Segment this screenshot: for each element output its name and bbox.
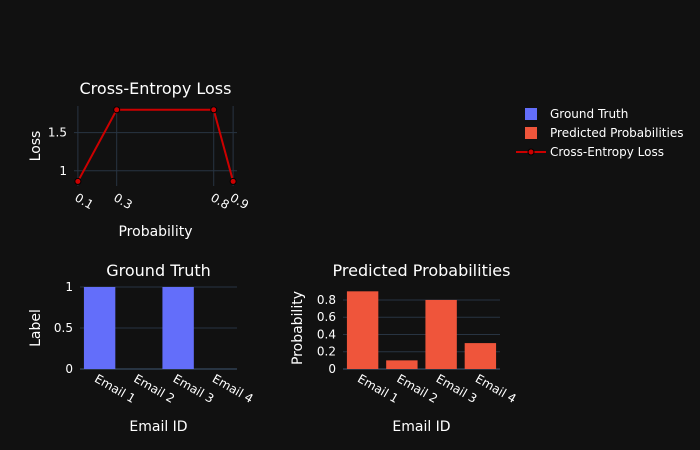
loss-x-axis-title: Probability (118, 224, 192, 240)
loss-x-tick-label: 0.1 (72, 190, 96, 212)
ground-truth-chart-title: Ground Truth (106, 261, 211, 280)
ground-truth-y-axis-title: Label (28, 309, 44, 347)
ground-truth-y-tick-label: 1 (65, 280, 73, 294)
legend-label: Cross-Entropy Loss (550, 145, 664, 159)
predicted-bar (386, 360, 418, 369)
loss-y-tick-label: 1.5 (48, 126, 67, 140)
predicted-x-tick-label: Email 2 (394, 371, 440, 405)
predicted-chart-title: Predicted Probabilities (333, 261, 511, 280)
ground-truth-y-tick-label: 0.5 (54, 321, 73, 335)
loss-y-tick-label: 1 (59, 164, 67, 178)
predicted-x-tick-label: Email 3 (434, 371, 480, 405)
predicted-y-tick-label: 0.6 (317, 310, 336, 324)
predicted-x-axis-title: Email ID (392, 419, 450, 435)
loss-point (229, 177, 237, 185)
predicted-bar (464, 343, 497, 369)
ground-truth-x-tick-label: Email 4 (210, 371, 256, 405)
predicted-x-tick-label: Email 1 (355, 371, 401, 405)
ground-truth-x-tick-label: Email 2 (131, 371, 177, 405)
legend-swatch (525, 127, 537, 139)
legend-label: Ground Truth (550, 107, 628, 121)
ground-truth-bar (83, 287, 116, 369)
loss-y-axis-title: Loss (28, 131, 44, 162)
ground-truth-x-tick-label: Email 1 (92, 371, 138, 405)
loss-chart-title: Cross-Entropy Loss (80, 79, 232, 98)
predicted-y-tick-label: 0.2 (317, 345, 336, 359)
predicted-y-tick-label: 0 (328, 362, 336, 376)
ground-truth-bar (162, 287, 194, 369)
predicted-x-tick-label: Email 4 (473, 371, 519, 405)
loss-x-tick-label: 0.3 (111, 190, 135, 212)
ground-truth-y-tick-label: 0 (65, 362, 73, 376)
loss-x-tick-label: 0.9 (228, 190, 252, 212)
predicted-y-tick-label: 0.8 (317, 293, 336, 307)
predicted-y-axis-title: Probability (290, 291, 306, 365)
predicted-bar (425, 299, 457, 369)
legend: Ground Truth Predicted Probabilities Cross… (516, 107, 683, 159)
loss-point (74, 177, 82, 185)
loss-point (113, 106, 121, 114)
legend-swatch (525, 108, 537, 120)
predicted-y-tick-label: 0.4 (317, 327, 336, 341)
legend-marker (527, 148, 535, 156)
predicted-bar (346, 291, 379, 369)
legend-label: Predicted Probabilities (550, 126, 683, 140)
ground-truth-x-axis-title: Email ID (129, 419, 187, 435)
loss-point (210, 106, 218, 114)
loss-line (77, 108, 235, 182)
ground-truth-x-tick-label: Email 3 (171, 371, 217, 405)
